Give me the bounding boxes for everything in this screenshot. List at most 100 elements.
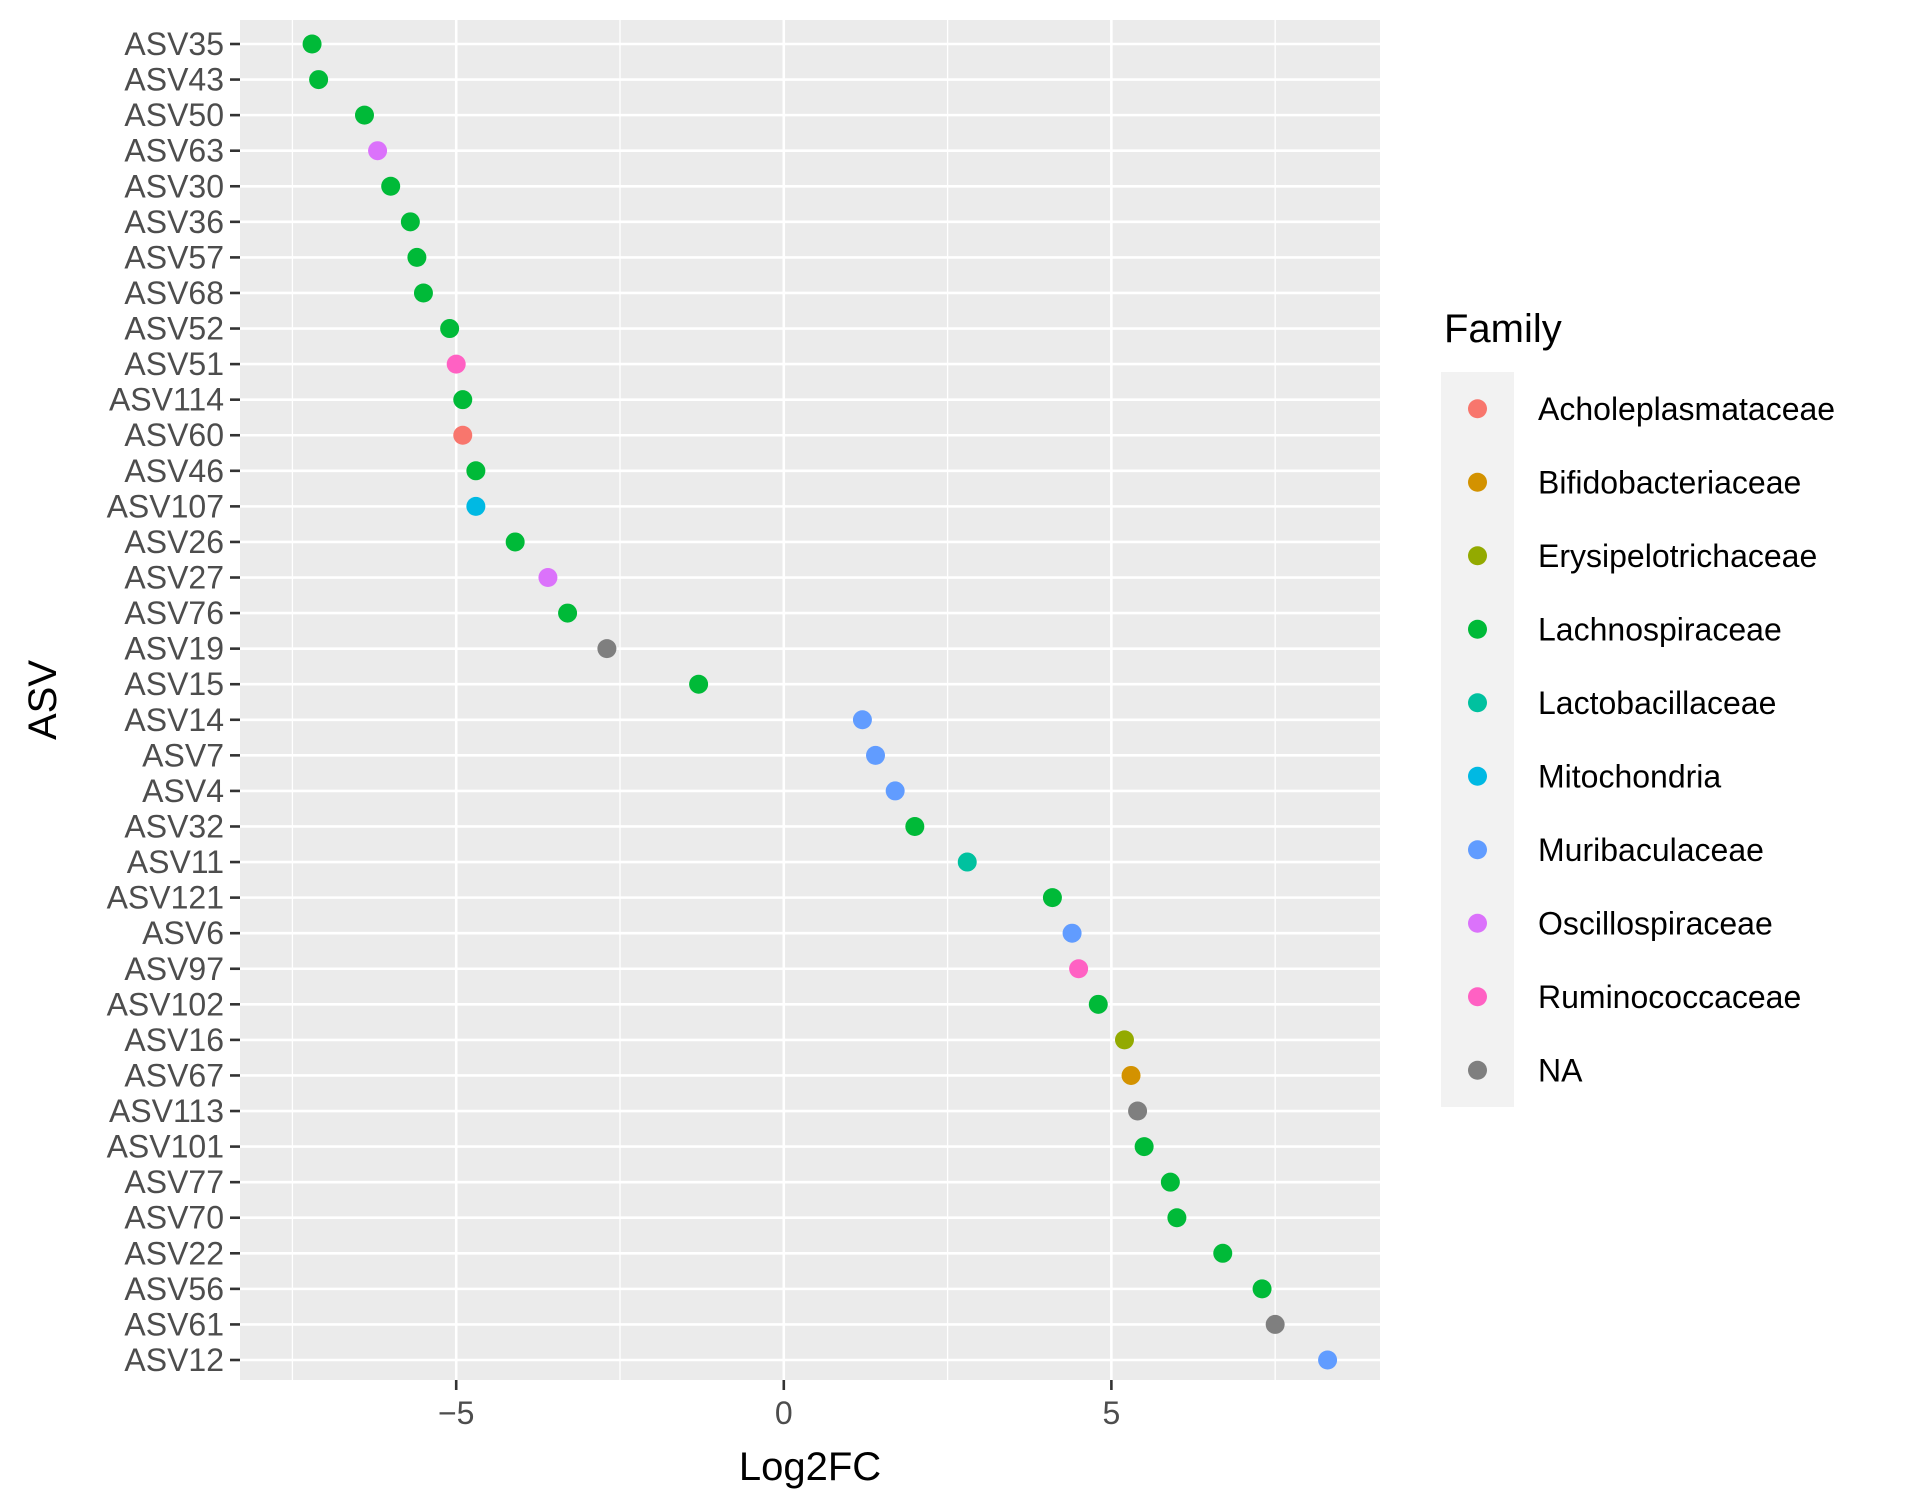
- legend-key-erysipelotrichaceae: [1468, 546, 1487, 566]
- legend-key-bifidobacteriaceae: [1468, 472, 1487, 492]
- point-asv51: [446, 354, 466, 374]
- legend-key-muribaculaceae: [1468, 840, 1487, 860]
- point-asv77: [1160, 1172, 1180, 1192]
- point-asv97: [1069, 959, 1089, 979]
- legend-key-acholeplasmataceae: [1468, 399, 1487, 419]
- point-asv52: [440, 319, 460, 339]
- y-tick-label: ASV4: [142, 773, 224, 809]
- y-tick-label: ASV57: [124, 239, 224, 275]
- point-asv50: [354, 105, 374, 125]
- x-tick-label: 0: [775, 1395, 793, 1431]
- y-tick-label: ASV19: [124, 631, 224, 667]
- legend-entries: Acholeplasmataceae Bifidobacteriaceae Erys…: [1468, 391, 1835, 1088]
- plot-panel: [240, 20, 1380, 1380]
- legend-key-lachnospiraceae: [1468, 619, 1487, 639]
- y-tick-label: ASV102: [107, 986, 224, 1022]
- y-tick-label: ASV27: [124, 560, 224, 596]
- legend-label: Lactobacillaceae: [1538, 685, 1776, 721]
- y-tick-label: ASV12: [124, 1342, 224, 1378]
- point-asv6: [1062, 923, 1082, 943]
- y-tick-label: ASV26: [124, 524, 224, 560]
- x-axis: −5 0 5: [438, 1380, 1120, 1431]
- point-asv102: [1088, 994, 1108, 1014]
- legend-label: Lachnospiraceae: [1538, 611, 1782, 647]
- x-axis-title: Log2FC: [739, 1445, 881, 1489]
- point-asv61: [1265, 1314, 1285, 1334]
- y-tick-label: ASV61: [124, 1306, 224, 1342]
- y-tick-label: ASV50: [124, 97, 224, 133]
- y-tick-label: ASV70: [124, 1200, 224, 1236]
- y-tick-label: ASV11: [127, 844, 224, 880]
- y-tick-label: ASV76: [124, 595, 224, 631]
- point-asv113: [1128, 1101, 1148, 1121]
- x-tick-label: −5: [438, 1395, 474, 1431]
- y-tick-label: ASV35: [124, 26, 224, 62]
- y-tick-label: ASV22: [124, 1235, 224, 1271]
- y-tick-label: ASV101: [107, 1129, 224, 1165]
- legend-label: Acholeplasmataceae: [1538, 391, 1835, 427]
- legend-key-oscillospiraceae: [1468, 913, 1487, 933]
- point-asv68: [413, 283, 433, 303]
- y-tick-label: ASV97: [124, 951, 224, 987]
- legend-label: Ruminococcaceae: [1538, 979, 1801, 1015]
- y-tick-label: ASV114: [109, 382, 224, 418]
- legend-label: Muribaculaceae: [1538, 832, 1764, 868]
- y-tick-label: ASV121: [107, 880, 224, 916]
- point-asv27: [538, 568, 558, 588]
- point-asv12: [1318, 1350, 1338, 1370]
- point-asv43: [309, 70, 329, 90]
- point-asv19: [597, 639, 617, 659]
- point-asv35: [302, 34, 322, 54]
- y-tick-label: ASV52: [124, 311, 224, 347]
- y-tick-label: ASV14: [124, 702, 224, 738]
- y-tick-label: ASV56: [124, 1271, 224, 1307]
- legend-key-mitochondria: [1468, 766, 1487, 786]
- y-tick-label: ASV32: [124, 808, 224, 844]
- point-asv30: [381, 176, 401, 196]
- point-asv101: [1134, 1137, 1154, 1157]
- point-asv107: [466, 496, 486, 516]
- point-asv26: [505, 532, 525, 552]
- horizontal-gridlines: [240, 42, 1380, 1362]
- y-tick-label: ASV63: [124, 133, 224, 169]
- y-tick-label: ASV77: [124, 1164, 224, 1200]
- y-tick-label: ASV68: [124, 275, 224, 311]
- point-asv76: [558, 603, 578, 623]
- legend-label: Oscillospiraceae: [1538, 905, 1773, 941]
- legend-key-ruminococcaceae: [1468, 987, 1487, 1007]
- y-tick-label: ASV67: [124, 1057, 224, 1093]
- point-asv114: [453, 390, 473, 410]
- point-asv121: [1042, 888, 1062, 908]
- legend-title: Family: [1444, 307, 1562, 351]
- y-tick-label: ASV43: [124, 62, 224, 98]
- point-asv7: [866, 745, 886, 765]
- point-asv22: [1213, 1243, 1233, 1263]
- y-axis-title: ASV: [21, 660, 65, 740]
- x-tick-label: 5: [1102, 1395, 1120, 1431]
- y-tick-label: ASV46: [124, 453, 224, 489]
- point-asv63: [368, 141, 388, 161]
- legend-label: Mitochondria: [1538, 758, 1721, 794]
- legend-key-background: [1441, 372, 1514, 1107]
- legend-key-na: [1468, 1060, 1487, 1080]
- y-tick-label: ASV113: [109, 1093, 224, 1129]
- legend-key-lactobacillaceae: [1468, 693, 1487, 713]
- y-axis: ASV35ASV43ASV50ASV63ASV30ASV36ASV57ASV68…: [107, 26, 240, 1378]
- point-asv36: [400, 212, 420, 232]
- point-asv46: [466, 461, 486, 481]
- y-tick-label: ASV16: [124, 1022, 224, 1058]
- legend: Family Acholeplasmataceae Bifidobacteriac…: [1441, 307, 1835, 1107]
- y-tick-label: ASV6: [142, 915, 224, 951]
- y-tick-label: ASV51: [124, 346, 224, 382]
- y-tick-label: ASV15: [124, 666, 224, 702]
- point-asv11: [957, 852, 977, 872]
- point-asv15: [689, 674, 709, 694]
- legend-label: Erysipelotrichaceae: [1538, 538, 1817, 574]
- major-vertical-gridlines: [454, 20, 1113, 1380]
- legend-label: NA: [1538, 1052, 1583, 1088]
- point-asv4: [885, 781, 905, 801]
- y-tick-label: ASV7: [142, 737, 224, 773]
- legend-label: Bifidobacteriaceae: [1538, 464, 1801, 500]
- point-asv14: [852, 710, 872, 730]
